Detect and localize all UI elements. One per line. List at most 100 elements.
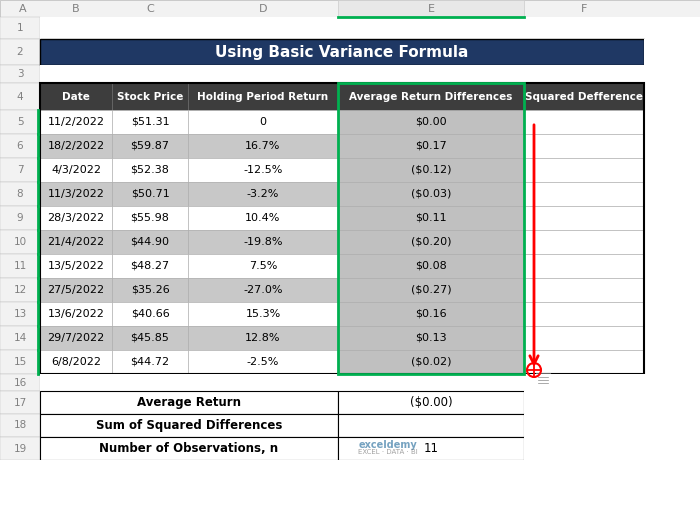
Text: -3.2%: -3.2% [247,189,279,199]
Bar [524,230,644,254]
Bar [188,134,338,158]
Text: $0.08: $0.08 [415,261,447,271]
Bar [644,437,700,460]
Bar [338,110,524,134]
Bar [112,134,188,158]
Bar [524,110,644,134]
Bar [0,302,40,326]
Bar [338,254,524,278]
Bar [338,326,524,350]
Bar [644,39,700,65]
Text: 16.7%: 16.7% [245,141,281,151]
Text: 16: 16 [13,378,27,387]
Text: 12: 12 [13,285,27,295]
Bar [524,437,644,460]
Bar [338,158,524,182]
Text: 21/4/2022: 21/4/2022 [48,237,104,247]
Text: EXCEL · DATA · BI: EXCEL · DATA · BI [358,450,418,455]
Bar [112,350,188,374]
Bar [0,254,40,278]
Bar [112,254,188,278]
Bar [0,278,40,302]
Bar [524,182,644,206]
Text: F: F [581,4,587,14]
Text: ($0.12): ($0.12) [411,165,452,175]
Text: $52.38: $52.38 [131,165,169,175]
Text: 6: 6 [17,141,23,151]
Text: 13: 13 [13,309,27,319]
Bar [188,254,338,278]
Text: $44.90: $44.90 [130,237,169,247]
Bar [112,302,188,326]
Text: Sum of Squared Differences: Sum of Squared Differences [96,419,282,432]
Bar [0,350,40,374]
Bar [338,230,524,254]
Bar [338,278,524,302]
Bar [40,326,112,350]
Text: B: B [72,4,80,14]
Bar [644,230,700,254]
Text: $0.17: $0.17 [415,141,447,151]
Bar [40,83,644,374]
Bar [524,158,644,182]
Bar [644,182,700,206]
Text: 11: 11 [424,442,438,455]
Bar [40,302,112,326]
Bar [0,39,40,65]
Bar [0,391,40,414]
Bar [0,17,40,507]
Bar [112,206,188,230]
Bar [524,83,644,110]
Text: 13/5/2022: 13/5/2022 [48,261,104,271]
Bar [524,391,644,414]
Text: -12.5%: -12.5% [244,165,283,175]
Text: ($0.02): ($0.02) [411,357,452,367]
Bar [112,278,188,302]
Bar [40,206,112,230]
Text: $59.87: $59.87 [130,141,169,151]
Text: 18/2/2022: 18/2/2022 [48,141,104,151]
Bar [0,17,40,39]
Text: Holding Period Return: Holding Period Return [197,91,328,101]
Bar [0,414,40,437]
Bar [188,230,338,254]
Text: Number of Observations, n: Number of Observations, n [99,442,279,455]
Bar [0,83,40,110]
Text: 0: 0 [260,117,267,127]
Bar [40,158,112,182]
Bar [338,437,524,460]
Text: ($0.03): ($0.03) [411,189,452,199]
Text: D: D [259,4,267,14]
Bar [40,182,112,206]
Bar [188,182,338,206]
Text: 8: 8 [17,189,23,199]
Bar [338,83,524,374]
Text: Date: Date [62,91,90,101]
Text: Average Return Differences: Average Return Differences [349,91,512,101]
Text: A: A [19,4,27,14]
Bar [524,414,644,437]
Text: $35.26: $35.26 [131,285,169,295]
Bar [40,134,112,158]
Text: Squared Defference: Squared Defference [525,91,643,101]
Bar [338,0,524,17]
Bar [0,230,40,254]
Text: 6/8/2022: 6/8/2022 [51,357,101,367]
Text: 27/5/2022: 27/5/2022 [48,285,104,295]
Text: 4/3/2022: 4/3/2022 [51,165,101,175]
Text: -19.8%: -19.8% [244,237,283,247]
Bar [0,110,40,134]
Bar [40,110,112,134]
Bar [338,83,524,110]
Bar [524,206,644,230]
Bar [188,158,338,182]
Bar [0,134,40,158]
Bar [112,110,188,134]
Text: Average Return: Average Return [137,396,241,409]
Bar [644,350,700,374]
Text: 14: 14 [13,333,27,343]
Bar [644,254,700,278]
Bar [524,350,644,374]
Text: 11: 11 [13,261,27,271]
Bar [0,437,40,460]
